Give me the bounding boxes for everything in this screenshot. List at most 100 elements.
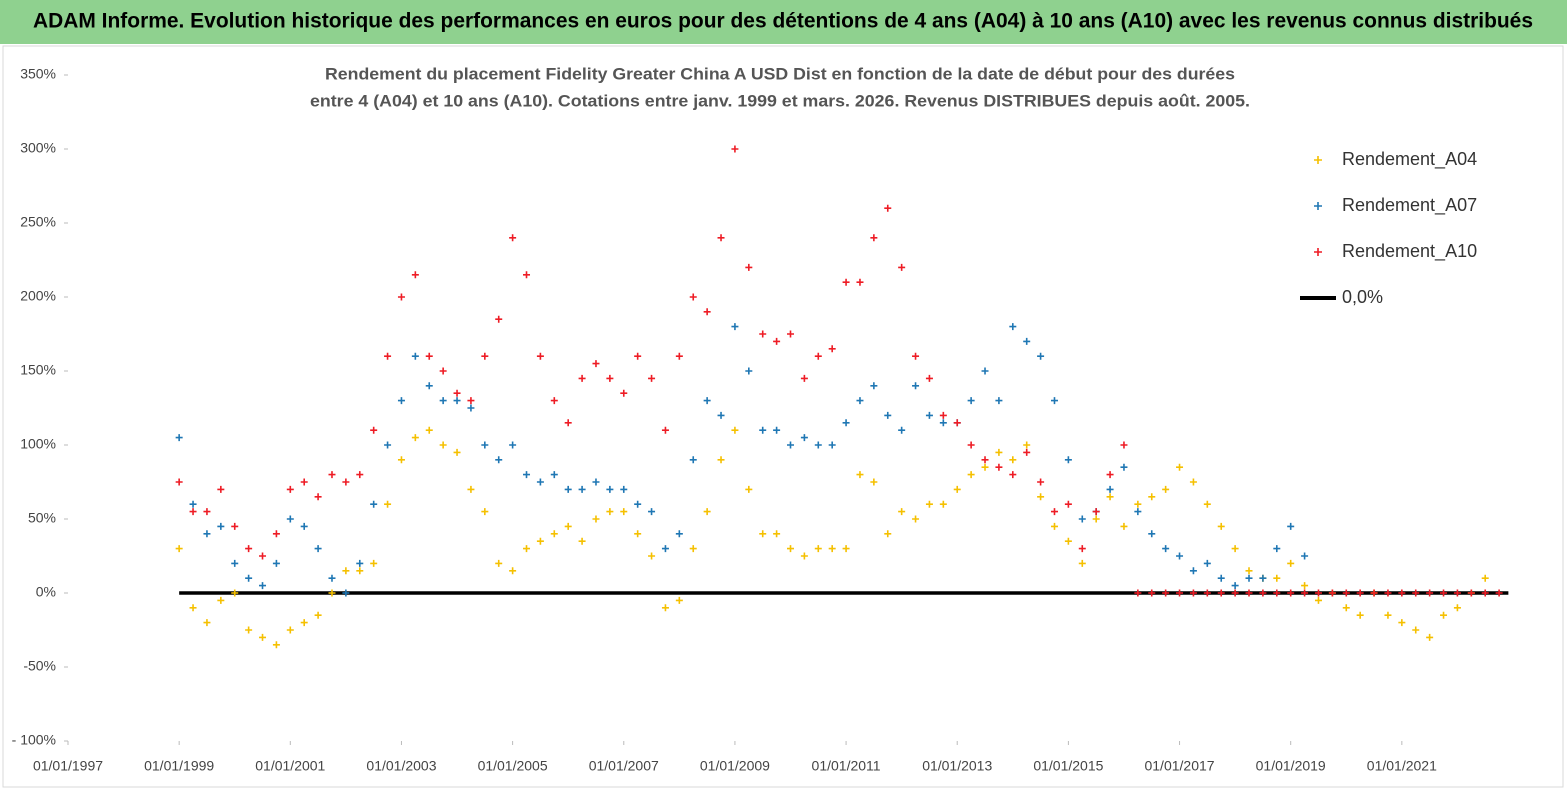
legend-label: 0,0% — [1342, 287, 1383, 307]
data-point — [175, 434, 183, 442]
data-point — [1342, 589, 1350, 597]
data-point — [356, 567, 364, 575]
y-tick-label: 350% — [20, 66, 56, 82]
data-point — [300, 619, 308, 627]
data-point — [1259, 589, 1267, 597]
data-point — [939, 411, 947, 419]
data-point — [661, 545, 669, 553]
data-point — [231, 522, 239, 530]
data-point — [272, 530, 280, 538]
data-point — [1481, 589, 1489, 597]
data-point — [703, 308, 711, 316]
data-point — [217, 485, 225, 493]
data-point — [1078, 559, 1086, 567]
data-point — [634, 352, 642, 360]
data-point — [1023, 337, 1031, 345]
y-tick-label: 300% — [20, 140, 56, 156]
data-point — [564, 419, 572, 427]
data-point — [286, 515, 294, 523]
data-point — [203, 619, 211, 627]
data-point — [1287, 559, 1295, 567]
x-tick-label: 01/01/2007 — [589, 758, 659, 774]
data-point — [314, 493, 322, 501]
data-point — [564, 522, 572, 530]
data-point — [564, 485, 572, 493]
data-point — [175, 478, 183, 486]
data-point — [703, 397, 711, 405]
data-point — [1120, 463, 1128, 471]
data-point — [1398, 619, 1406, 627]
data-point — [925, 374, 933, 382]
data-point — [800, 434, 808, 442]
data-point — [411, 352, 419, 360]
data-point — [1176, 552, 1184, 560]
data-point — [425, 382, 433, 390]
data-point — [731, 426, 739, 434]
data-point — [1273, 589, 1281, 597]
x-tick-label: 01/01/2009 — [700, 758, 770, 774]
data-point — [953, 485, 961, 493]
data-point — [1245, 589, 1253, 597]
data-point — [675, 530, 683, 538]
data-point — [745, 367, 753, 375]
data-point — [189, 500, 197, 508]
data-point — [397, 397, 405, 405]
data-point — [328, 471, 336, 479]
data-point — [481, 441, 489, 449]
data-point — [912, 382, 920, 390]
data-point — [1217, 522, 1225, 530]
data-point — [1467, 589, 1475, 597]
data-point — [203, 508, 211, 516]
data-point — [1273, 574, 1281, 582]
data-point — [1231, 545, 1239, 553]
data-point — [1134, 500, 1142, 508]
data-point — [939, 419, 947, 427]
data-point — [745, 485, 753, 493]
data-point — [856, 397, 864, 405]
data-point — [981, 367, 989, 375]
data-point — [884, 530, 892, 538]
data-point — [689, 545, 697, 553]
data-point — [981, 463, 989, 471]
data-point — [523, 471, 531, 479]
data-point — [1106, 493, 1114, 501]
data-point — [1301, 582, 1309, 590]
data-point — [745, 263, 753, 271]
data-point — [787, 441, 794, 449]
data-point — [856, 471, 864, 479]
data-point — [731, 145, 739, 153]
y-tick-label: 150% — [20, 362, 56, 378]
data-point — [509, 567, 517, 575]
data-point — [773, 337, 781, 345]
data-point — [300, 478, 308, 486]
data-point — [620, 485, 628, 493]
data-point — [1217, 589, 1225, 597]
x-tick-label: 01/01/2015 — [1033, 758, 1103, 774]
data-point — [272, 641, 280, 649]
data-point — [1023, 448, 1031, 456]
data-point — [925, 500, 933, 508]
data-point — [620, 389, 628, 397]
data-point — [342, 589, 350, 597]
data-point — [842, 278, 850, 286]
data-point — [384, 441, 392, 449]
data-point — [675, 352, 683, 360]
data-point — [495, 559, 503, 567]
data-point — [689, 293, 697, 301]
data-point — [1356, 611, 1364, 619]
data-point — [995, 397, 1003, 405]
data-point — [1342, 604, 1350, 612]
legend-swatch — [1314, 156, 1322, 164]
data-point — [550, 471, 558, 479]
data-point — [509, 234, 517, 242]
data-point — [1453, 589, 1461, 597]
data-point — [578, 485, 586, 493]
data-point — [397, 293, 405, 301]
data-point — [981, 456, 989, 464]
y-tick-label: -50% — [23, 658, 56, 674]
data-point — [578, 374, 586, 382]
data-point — [1412, 589, 1420, 597]
data-point — [1412, 626, 1420, 634]
y-tick-label: 250% — [20, 214, 56, 230]
